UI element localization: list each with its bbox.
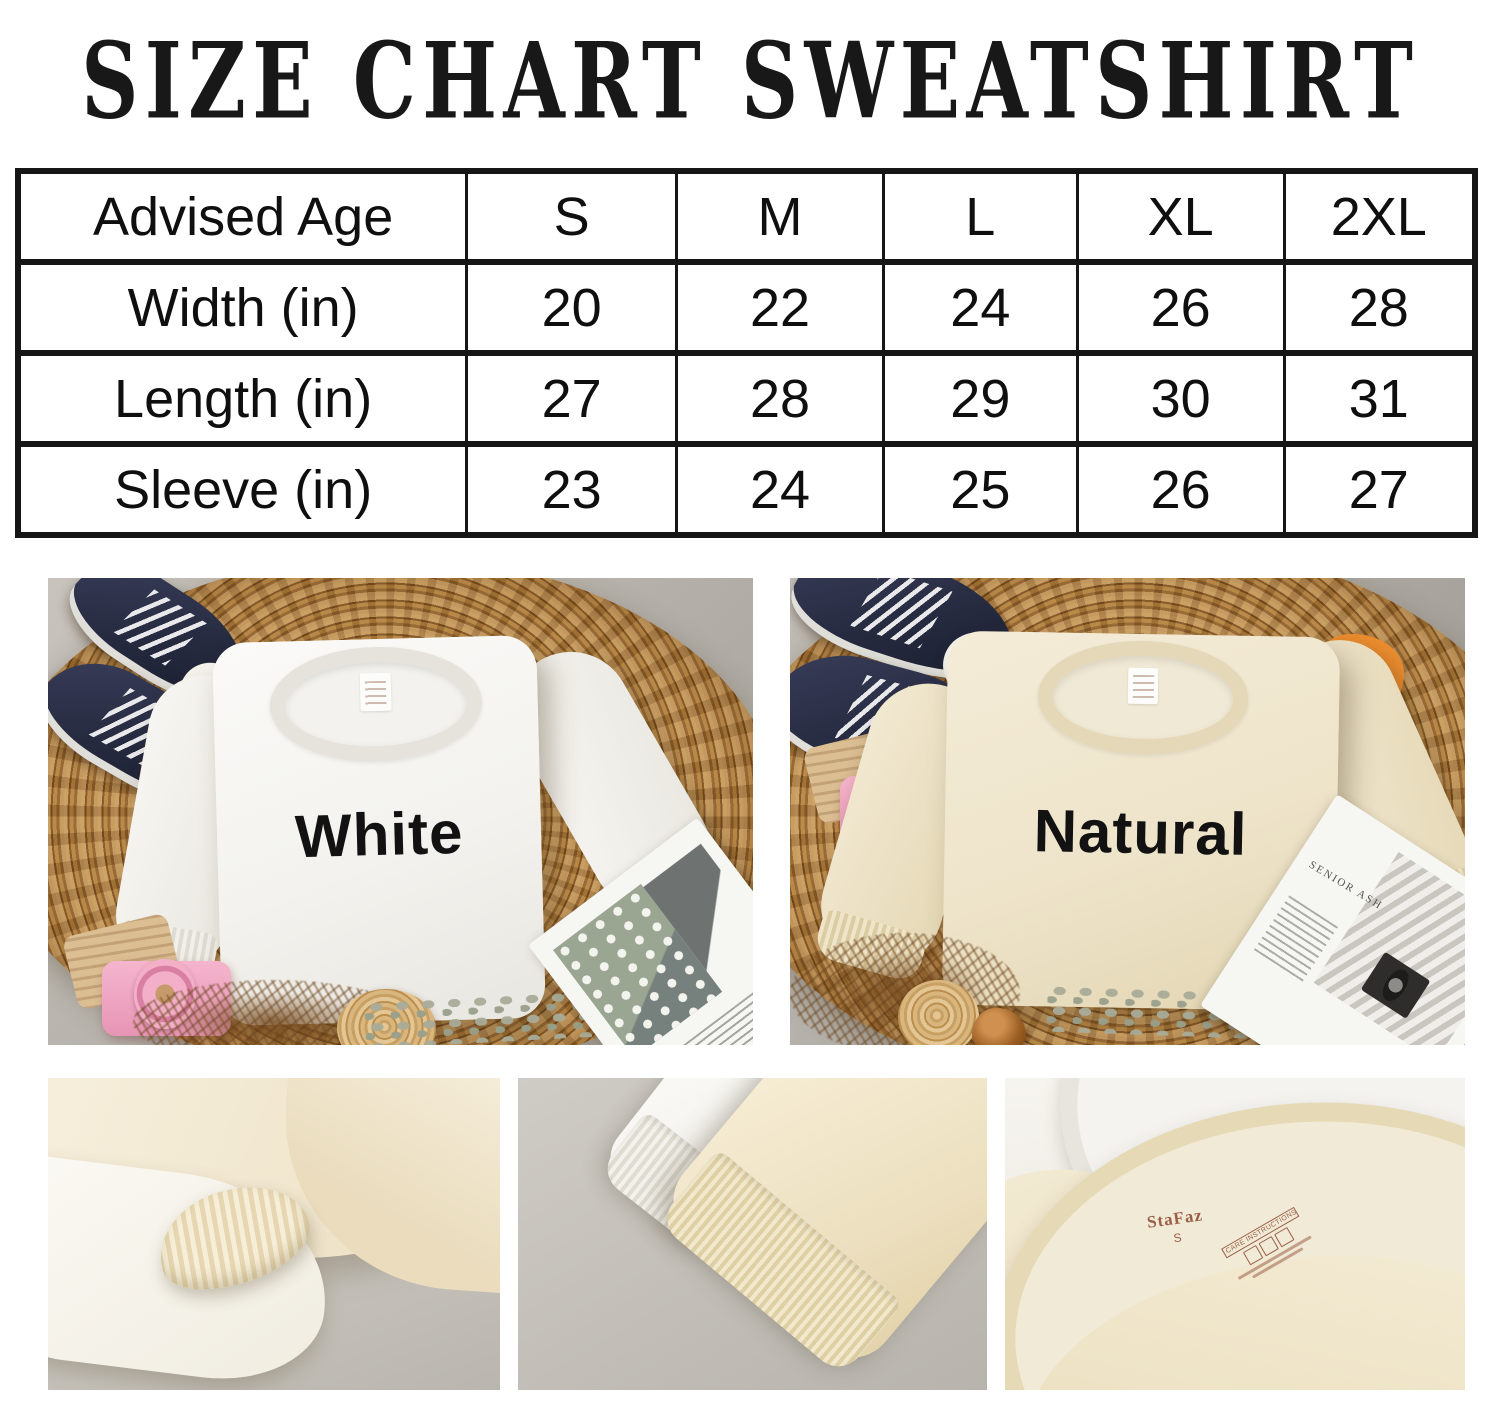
col-header-2xl: 2XL bbox=[1282, 169, 1477, 264]
size-table-header-row: Advised Age S M L XL 2XL bbox=[16, 169, 1477, 264]
col-header-xl: XL bbox=[1075, 169, 1286, 264]
size-cell: 22 bbox=[675, 260, 885, 355]
bleach-icon bbox=[1273, 1226, 1294, 1248]
size-cell: 30 bbox=[1075, 351, 1286, 446]
col-header-advised-age: Advised Age bbox=[16, 169, 469, 264]
size-cell: 23 bbox=[465, 442, 679, 537]
size-table-row-length: Length (in) 27 28 29 30 31 bbox=[16, 351, 1477, 446]
neck-tag bbox=[359, 672, 392, 711]
size-table-row-sleeve: Sleeve (in) 23 24 25 26 27 bbox=[16, 442, 1477, 537]
page-title: SIZE CHART SWEATSHIRT bbox=[0, 18, 1500, 146]
size-cell: 27 bbox=[465, 351, 679, 446]
size-cell: 20 bbox=[465, 260, 679, 355]
col-header-l: L bbox=[881, 169, 1079, 264]
size-cell: 25 bbox=[881, 442, 1079, 537]
size-cell: 31 bbox=[1282, 351, 1477, 446]
neck-tag bbox=[1127, 667, 1159, 705]
size-cell: 29 bbox=[881, 351, 1079, 446]
size-cell: 27 bbox=[1282, 442, 1477, 537]
size-cell: 28 bbox=[1282, 260, 1477, 355]
brand-tag-natural: StaFaz S bbox=[1145, 1205, 1206, 1248]
photo-fabric-fold-detail bbox=[48, 1078, 500, 1390]
photo-sleeve-cuff-detail bbox=[518, 1078, 987, 1390]
size-table-row-width: Width (in) 20 22 24 26 28 bbox=[16, 260, 1477, 355]
row-label-width: Width (in) bbox=[16, 260, 469, 355]
col-header-m: M bbox=[675, 169, 885, 264]
wash-icon bbox=[1242, 1244, 1263, 1266]
photo-collar-tag-detail: StaFaz S StaFaz S CARE INSTRUCTIONS bbox=[1005, 1078, 1465, 1390]
crewneck-collar bbox=[268, 643, 484, 764]
sweatshirt-body-white: White bbox=[212, 634, 547, 1026]
magazine-title: SENIOR ASH bbox=[1306, 857, 1385, 912]
natural-ribbed-cuff bbox=[656, 1148, 904, 1377]
wood-slice bbox=[898, 979, 979, 1045]
size-cell: 28 bbox=[675, 351, 885, 446]
size-cell: 26 bbox=[1075, 442, 1286, 537]
row-label-length: Length (in) bbox=[16, 351, 469, 446]
size-cell: 24 bbox=[881, 260, 1079, 355]
col-header-s: S bbox=[465, 169, 679, 264]
size-cell: 24 bbox=[675, 442, 885, 537]
page-title-text: SIZE CHART SWEATSHIRT bbox=[81, 20, 1419, 144]
iron-icon bbox=[1257, 1235, 1279, 1257]
crewneck-collar bbox=[1037, 639, 1250, 756]
color-label-natural: Natural bbox=[1033, 797, 1249, 869]
photo-natural-sweatshirt: Natural SENIOR ASH bbox=[790, 578, 1465, 1045]
size-table: Advised Age S M L XL 2XL Width (in) 20 2… bbox=[15, 168, 1478, 538]
color-label-white: White bbox=[294, 798, 465, 870]
photo-white-sweatshirt: White bbox=[48, 578, 753, 1045]
row-label-sleeve: Sleeve (in) bbox=[16, 442, 469, 537]
size-cell: 26 bbox=[1075, 260, 1286, 355]
